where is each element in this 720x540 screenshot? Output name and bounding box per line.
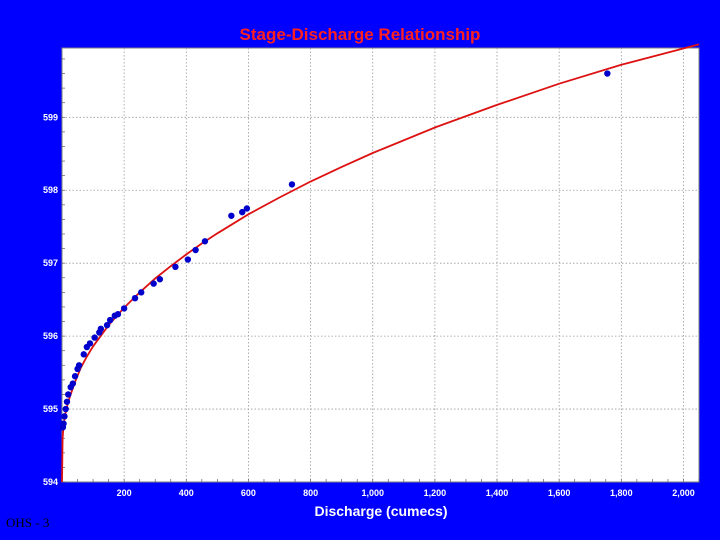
y-tick-label: 597 — [43, 258, 58, 268]
observed-point — [69, 380, 77, 387]
observed-point — [604, 70, 611, 77]
observed-points-layer — [59, 70, 611, 431]
x-tick-label: 600 — [241, 488, 256, 498]
y-tick-label: 595 — [43, 404, 58, 414]
x-tick-label: 2,000 — [672, 488, 695, 498]
y-tick-labels: 594 595 596 597 598 599 — [43, 112, 58, 487]
observed-point — [150, 280, 157, 287]
plot-area — [61, 47, 700, 483]
observed-point — [120, 305, 128, 312]
x-tick-label: 1,000 — [361, 488, 384, 498]
x-tick-label: 200 — [117, 488, 132, 498]
x-tick-labels: 200 400 600 800 1,000 1,200 1,400 1,600 1,800 2,0… — [117, 488, 695, 498]
observed-point — [172, 263, 179, 271]
x-tick-label: 400 — [179, 488, 194, 498]
observed-point — [71, 373, 79, 380]
chart-title: Stage-Discharge Relationship — [240, 25, 481, 44]
observed-point — [65, 391, 72, 398]
slide-footer-label: OHS - 3 — [6, 515, 50, 530]
x-tick-label: 1,600 — [548, 488, 571, 498]
grid-lines — [62, 48, 699, 482]
x-tick-label: 1,200 — [424, 488, 447, 498]
y-tick-label: 596 — [43, 331, 58, 341]
observed-point — [192, 246, 199, 254]
observed-point — [184, 256, 192, 263]
observed-point — [239, 208, 246, 216]
observed-point — [63, 398, 71, 405]
x-tick-label: 800 — [303, 488, 318, 498]
observed-point — [114, 311, 122, 318]
observed-point — [75, 362, 83, 369]
observed-point — [86, 340, 94, 347]
observed-point — [201, 238, 209, 245]
observed-point — [103, 321, 111, 329]
y-tick-label: 599 — [43, 112, 58, 122]
x-tick-label: 1,400 — [486, 488, 509, 498]
observed-point — [80, 351, 87, 358]
x-axis-label: Discharge (cumecs) — [314, 503, 447, 519]
observed-point — [131, 294, 139, 302]
x-tick-label: 1,800 — [610, 488, 633, 498]
y-tick-label: 598 — [43, 185, 58, 195]
observed-point — [91, 334, 98, 341]
observed-point — [62, 405, 69, 413]
observed-point — [106, 316, 114, 324]
observed-point — [156, 276, 164, 283]
y-tick-label: 594 — [43, 477, 58, 487]
observed-point — [97, 325, 105, 333]
observed-point — [243, 205, 251, 212]
observed-point — [61, 413, 68, 420]
observed-point — [60, 420, 67, 427]
observed-point — [288, 181, 296, 188]
observed-point — [228, 212, 235, 219]
observed-point — [138, 289, 145, 296]
